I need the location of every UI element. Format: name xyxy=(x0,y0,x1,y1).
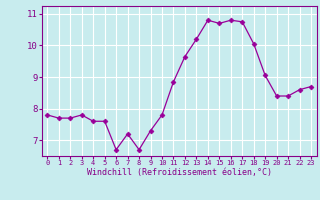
X-axis label: Windchill (Refroidissement éolien,°C): Windchill (Refroidissement éolien,°C) xyxy=(87,168,272,177)
